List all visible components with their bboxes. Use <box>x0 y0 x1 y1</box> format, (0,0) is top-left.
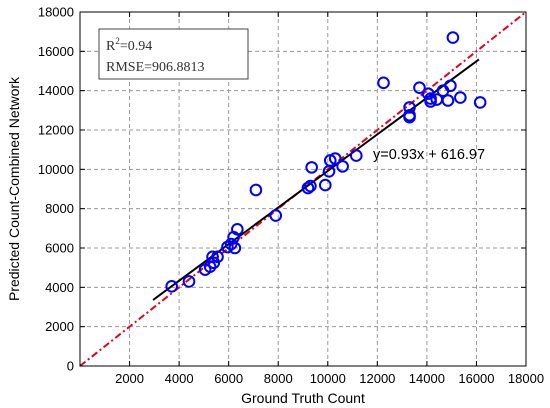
data-point <box>328 152 342 165</box>
data-point <box>441 94 455 107</box>
x-axis-ticks: 2000 4000 6000 8000 10000 12000 14000 16000 1800… <box>115 12 544 386</box>
data-point <box>206 250 219 264</box>
x-tick-label: 2000 <box>115 371 144 386</box>
rmse-label: RMSE=906.8813 <box>106 60 205 75</box>
data-point <box>336 160 349 173</box>
plot-frame <box>79 11 527 367</box>
data-point <box>377 76 390 90</box>
y-tick-label: 12000 <box>38 123 74 138</box>
x-tick-label: 14000 <box>409 371 445 386</box>
data-point <box>211 250 224 264</box>
y-axis-ticks: 0 2000 4000 6000 8000 10000 12000 14000 16000 180… <box>38 5 526 374</box>
x-tick-label: 6000 <box>214 371 243 386</box>
y-tick-label: 16000 <box>38 44 74 59</box>
x-axis-label: Ground Truth Count <box>241 390 365 406</box>
data-point <box>424 92 437 105</box>
data-point <box>403 108 416 122</box>
x-tick-label: 18000 <box>508 371 544 386</box>
r-squared-label: R2=0.94 <box>106 36 152 54</box>
x-tick-label: 16000 <box>458 371 494 386</box>
data-point <box>473 96 487 109</box>
y-tick-label: 2000 <box>45 319 74 334</box>
y-tick-label: 4000 <box>45 280 74 295</box>
data-point <box>304 179 317 193</box>
data-point <box>301 181 315 195</box>
data-point <box>231 223 244 236</box>
y-tick-label: 10000 <box>38 162 74 177</box>
fit-equation-label: y=0.93x + 616.97 <box>373 147 485 163</box>
x-tick-label: 12000 <box>359 371 395 386</box>
x-tick-label: 10000 <box>310 371 346 386</box>
data-point <box>182 275 196 288</box>
data-point <box>403 101 416 114</box>
stats-box: R2=0.94 RMSE=906.8813 <box>98 28 249 80</box>
data-point <box>165 280 178 293</box>
stats-box-frame <box>98 28 249 80</box>
data-point <box>269 209 283 222</box>
data-point <box>446 31 460 44</box>
r-squared-prefix: R <box>106 39 116 54</box>
data-point <box>249 183 263 197</box>
identity-line <box>79 11 527 367</box>
x-tick-label: 4000 <box>165 371 194 386</box>
y-tick-label: 14000 <box>38 83 74 98</box>
data-point <box>319 178 332 192</box>
y-axis-label: Predicted Count-Combined Network <box>6 76 22 301</box>
data-point <box>444 79 457 93</box>
data-point <box>349 149 363 162</box>
data-point <box>305 161 318 174</box>
data-point <box>224 237 238 251</box>
y-tick-label: 18000 <box>38 5 74 20</box>
r-squared-value: =0.94 <box>120 39 152 54</box>
identity-line-path <box>79 11 527 367</box>
y-tick-label: 8000 <box>45 201 74 216</box>
r-squared-superscript: 2 <box>115 36 120 46</box>
data-points <box>165 31 487 293</box>
data-point <box>454 91 467 104</box>
x-tick-label: 8000 <box>264 371 293 386</box>
y-tick-label: 6000 <box>45 241 74 256</box>
data-point <box>413 81 426 95</box>
y-tick-label: 0 <box>67 359 74 374</box>
